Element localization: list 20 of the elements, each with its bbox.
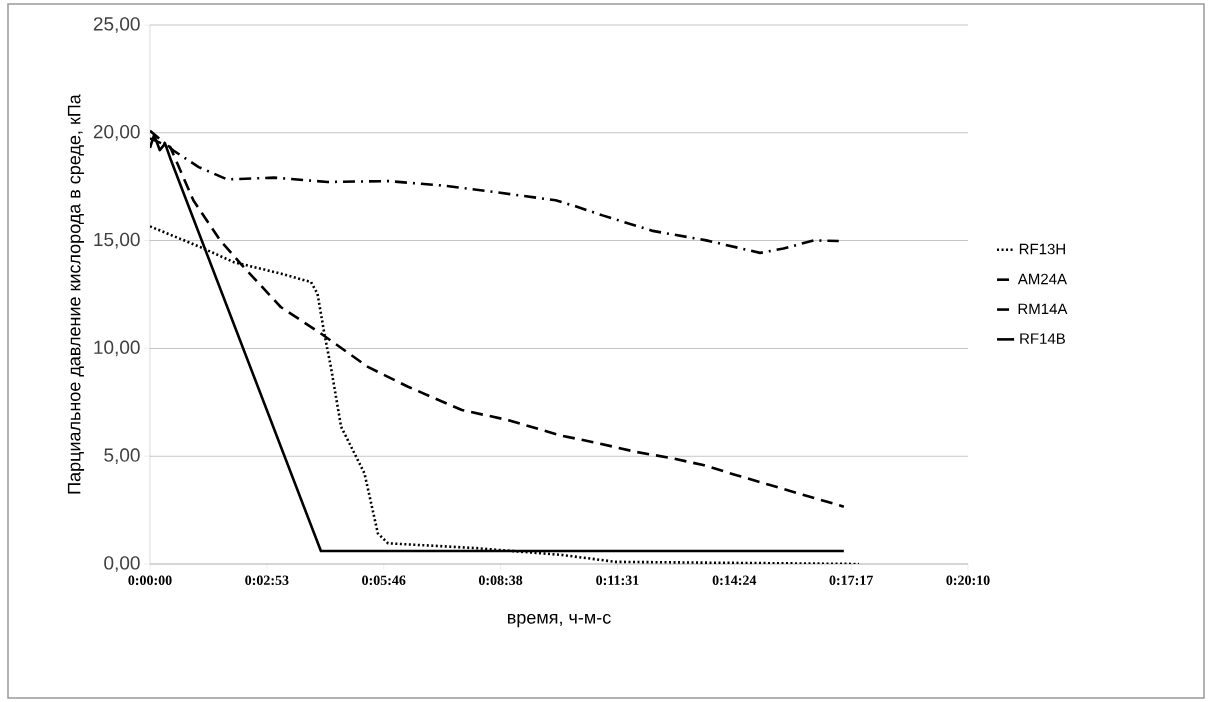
- y-tick-label: 20,00: [93, 124, 140, 141]
- x-tick-label: 0:02:53: [245, 575, 289, 586]
- y-tick-label: 0,00: [104, 556, 140, 572]
- legend-label: RF13H: [1019, 243, 1065, 255]
- x-tick-label: 0:11:31: [596, 575, 639, 586]
- x-tick-label: 0:20:10: [946, 575, 990, 586]
- y-axis-title: Парциальное давление кислорода в среде, кПа: [67, 94, 85, 494]
- legend-label: RM14A: [1018, 303, 1068, 314]
- y-tick-label: 10,00: [94, 340, 140, 357]
- x-tick-label: 0:08:38: [478, 575, 523, 586]
- y-tick-label: 5,00: [104, 448, 140, 465]
- x-tick-label: 0:17:17: [829, 575, 873, 586]
- x-tick-label: 0:14:24: [712, 575, 757, 586]
- y-tick-label: 15,00: [94, 232, 140, 249]
- legend-label: RF14B: [1020, 333, 1065, 344]
- x-tick-label: 0:00:00: [128, 575, 172, 586]
- y-tick-label: 25,00: [93, 17, 140, 33]
- x-tick-label: 0:05:46: [362, 575, 406, 586]
- legend-label: AM24A: [1017, 273, 1067, 285]
- x-axis-title: время, ч-м-с: [508, 613, 611, 628]
